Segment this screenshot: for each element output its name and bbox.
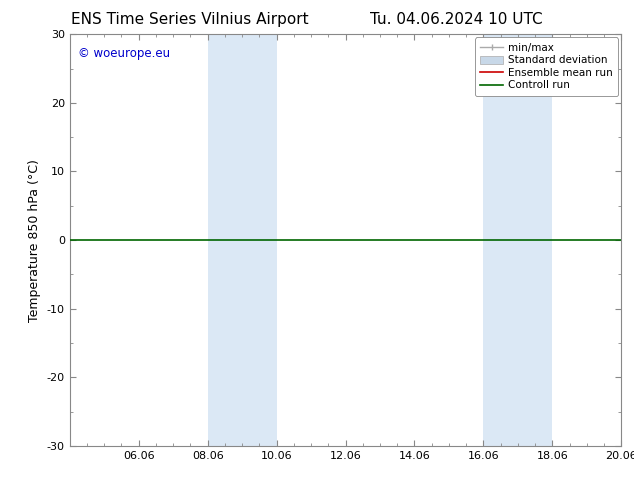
Text: © woeurope.eu: © woeurope.eu <box>78 47 170 60</box>
Text: Tu. 04.06.2024 10 UTC: Tu. 04.06.2024 10 UTC <box>370 12 543 27</box>
Text: ENS Time Series Vilnius Airport: ENS Time Series Vilnius Airport <box>72 12 309 27</box>
Bar <box>207 34 276 446</box>
Y-axis label: Temperature 850 hPa (°C): Temperature 850 hPa (°C) <box>28 159 41 321</box>
Bar <box>483 34 552 446</box>
Legend: min/max, Standard deviation, Ensemble mean run, Controll run: min/max, Standard deviation, Ensemble me… <box>475 37 618 96</box>
